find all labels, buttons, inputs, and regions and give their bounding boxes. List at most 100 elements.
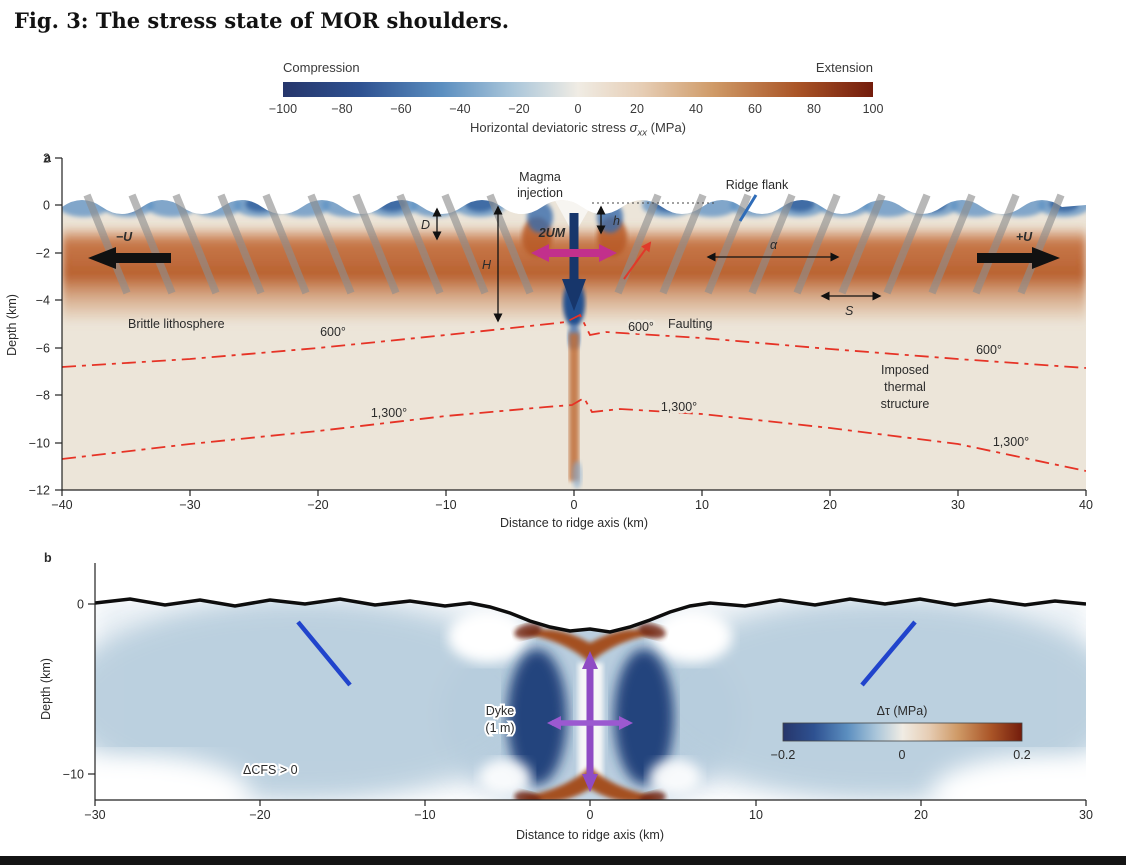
axial-orange-streak <box>569 333 579 481</box>
colorbar-tick: 40 <box>689 102 703 116</box>
panel-b-x-tick: 30 <box>1079 808 1093 822</box>
seafloor-topography-line <box>95 597 1086 634</box>
delta-tau-colorbar: Δτ (MPa) −0.2 0 0.2 <box>771 704 1031 762</box>
panel-a-x-tick: −20 <box>307 498 328 512</box>
fault-slip-arrow <box>623 241 652 280</box>
panel-b-x-tick: −20 <box>249 808 270 822</box>
delta-tau-tick: 0.2 <box>1013 748 1030 762</box>
colorbar-tick: −80 <box>331 102 353 116</box>
delta-tau-tick: 0 <box>899 748 906 762</box>
plus-u-label: +U <box>1016 230 1033 244</box>
panel-a-y-tick: 2 <box>43 151 50 165</box>
panel-b: Dyke (1 m) ΔCFS > 0 Δτ (MPa) −0.2 0 0.2 … <box>39 551 1093 842</box>
colorbar-tick: 60 <box>748 102 762 116</box>
panel-b-x-tick: −10 <box>414 808 435 822</box>
alpha-label: α <box>770 238 778 252</box>
panel-b-x-tick: 20 <box>914 808 928 822</box>
figure-title: Fig. 3: The stress state of MOR shoulder… <box>14 8 510 33</box>
panel-a-x-axis-label: Distance to ridge axis (km) <box>500 516 648 530</box>
isotherm-600-label-right: 600° <box>976 343 1002 357</box>
panel-b-x-tick: 10 <box>749 808 763 822</box>
h-cap-label: H <box>482 258 492 272</box>
panel-a-x-tick: −10 <box>435 498 456 512</box>
panel-a-y-tick: −12 <box>29 483 50 497</box>
panel-b-letter: b <box>44 551 52 565</box>
panel-a-y-tick: −6 <box>36 341 50 355</box>
h-label: h <box>613 214 620 228</box>
panel-a-x-tick: −30 <box>179 498 200 512</box>
panel-b-axes <box>88 563 1087 806</box>
dcfs-label: ΔCFS > 0 <box>243 763 298 777</box>
colorbar-tick: 100 <box>862 102 884 116</box>
magma-injection-label-2: injection <box>517 186 563 200</box>
top-brown-lobes <box>520 629 660 663</box>
left-blue-wing <box>95 600 540 800</box>
panel-a-y-tick: −8 <box>36 388 50 402</box>
panel-a-x-tick: −40 <box>51 498 72 512</box>
panel-a-y-tick: 0 <box>43 198 50 212</box>
colorbar-tick: 0 <box>574 102 582 116</box>
left-receiver-fault <box>296 620 352 687</box>
panel-a-axes <box>55 157 1087 496</box>
panel-a-x-tick: 40 <box>1079 498 1093 512</box>
colorbar-tick: −40 <box>449 102 471 116</box>
colorbar-axis-label: Horizontal deviatoric stress σxx (MPa) <box>283 120 873 139</box>
panel-b-x-axis-label: Distance to ridge axis (km) <box>516 828 664 842</box>
imposed-label-2: thermal <box>884 380 926 394</box>
colorbar-label-text: Horizontal deviatoric stress <box>469 120 627 135</box>
panel-b-y-tick: 0 <box>77 597 84 611</box>
flank-fault-slip-mark <box>738 194 758 222</box>
faulting-label: Faulting <box>668 317 713 331</box>
brittle-lithosphere-label: Brittle lithosphere <box>128 317 225 331</box>
bottom-divider <box>0 856 1126 865</box>
compression-label: Compression <box>283 60 360 75</box>
sky-above-seafloor <box>95 563 1086 632</box>
imposed-label-3: structure <box>881 397 930 411</box>
panel-b-x-tick: −30 <box>84 808 105 822</box>
two-um-label: 2UM <box>538 226 566 240</box>
colorbar-tick: −60 <box>390 102 412 116</box>
d-label: D <box>421 218 430 232</box>
magma-injection-label-1: Magma <box>519 170 561 184</box>
right-navy-lobe <box>614 649 674 785</box>
ridge-flank-label: Ridge flank <box>726 178 789 192</box>
delta-tau-tick: −0.2 <box>771 748 796 762</box>
isotherm-1300-label-mid: 1,300° <box>661 400 697 414</box>
sigma-xx-symbol: σxx <box>629 120 647 139</box>
panel-a: Magma injection 2UM Ridge flank D h H α … <box>5 151 1093 530</box>
imposed-label-1: Imposed <box>881 363 929 377</box>
colorbar-end-labels: Compression Extension <box>283 60 873 75</box>
panel-a-x-tick: 10 <box>695 498 709 512</box>
panel-b-x-tick: 0 <box>587 808 594 822</box>
panel-a-y-tick: −4 <box>36 293 50 307</box>
isotherm-1300-line <box>62 396 1086 472</box>
minus-u-label: −U <box>116 230 133 244</box>
right-blue-wing <box>645 600 1086 800</box>
panel-a-x-tick: 30 <box>951 498 965 512</box>
s-label: S <box>845 304 854 318</box>
fault-bars <box>83 193 1065 295</box>
panel-a-y-tick: −2 <box>36 246 50 260</box>
isotherm-600-label-mid: 600° <box>628 320 654 334</box>
stress-colorbar: Compression Extension −100 −80 −60 −40 −… <box>269 60 884 139</box>
isotherm-1300-label-left: 1,300° <box>371 406 407 420</box>
extension-label: Extension <box>815 60 873 75</box>
isotherm-600-label-left: 600° <box>320 325 346 339</box>
panel-a-x-tick: 0 <box>571 498 578 512</box>
colorbar-label-unit: (MPa) <box>650 120 687 135</box>
panel-a-y-axis-label: Depth (km) <box>5 294 19 356</box>
panel-a-y-tick: −10 <box>29 436 50 450</box>
isotherm-1300-label-right: 1,300° <box>993 435 1029 449</box>
colorbar-gradient <box>283 82 873 97</box>
dyke-label-2: (1 m) <box>485 721 514 735</box>
colorbar-tick: 20 <box>630 102 644 116</box>
right-receiver-fault <box>860 620 917 687</box>
panel-a-letter: a <box>44 151 52 165</box>
dyke-label-1: Dyke <box>486 704 515 718</box>
delta-tau-label: Δτ (MPa) <box>877 704 928 718</box>
colorbar-tick: −100 <box>268 102 298 116</box>
panel-b-field <box>95 563 1086 800</box>
colorbar-tick: 80 <box>807 102 821 116</box>
panel-a-x-tick: 20 <box>823 498 837 512</box>
